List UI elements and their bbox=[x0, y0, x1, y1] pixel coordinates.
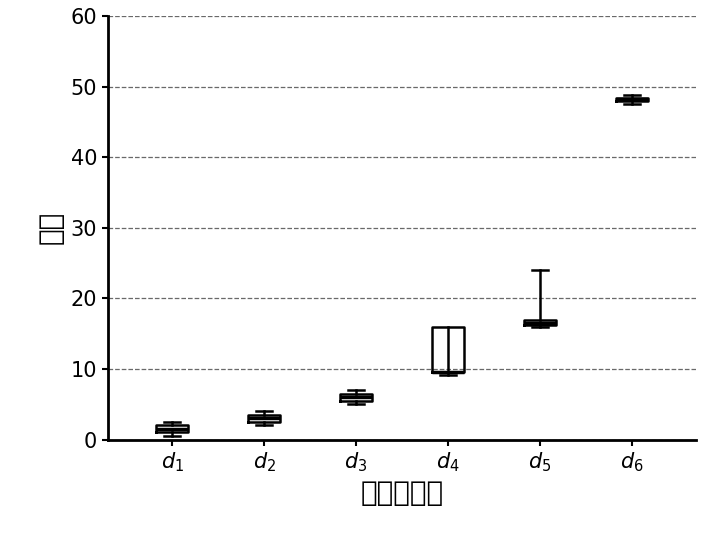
X-axis label: 小波分解层: 小波分解层 bbox=[360, 479, 444, 507]
Y-axis label: 周期: 周期 bbox=[37, 211, 65, 244]
